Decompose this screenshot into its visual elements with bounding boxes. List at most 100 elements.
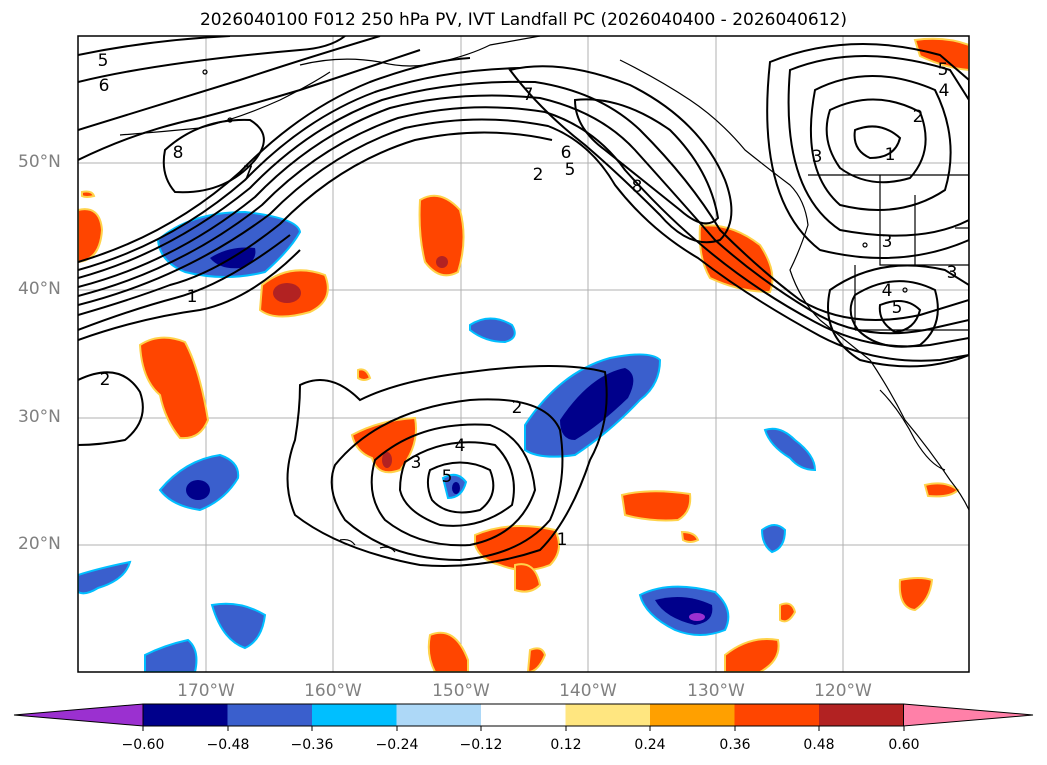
contour-label: 7	[523, 85, 534, 105]
chart-title: 2026040100 F012 250 hPa PV, IVT Landfall…	[199, 10, 847, 30]
pos-patch-18	[357, 368, 372, 381]
colorbar-tick-label: 0.36	[719, 737, 751, 753]
sw-low-4	[849, 280, 939, 348]
neg-patch-5	[469, 317, 516, 344]
extreme-negative-cores	[689, 613, 705, 621]
lat-label-40n: 40°N	[18, 279, 61, 299]
lat-label-30n: 30°N	[18, 407, 61, 427]
contour-label: 1	[187, 287, 198, 307]
pacific-high-8	[573, 98, 720, 225]
lon-label-130w: 130°W	[687, 681, 745, 701]
upper-left-7b	[78, 49, 421, 161]
strong-positive-cores	[273, 256, 448, 468]
positive-anomaly-patches	[78, 37, 969, 672]
cyclone-3	[370, 423, 537, 547]
neg-patch-9	[78, 560, 132, 595]
contour-labels: 5 6 8 7 1 2 7 6 5 2 8 5 4 2 1 3 3 4 5 3 …	[98, 51, 958, 550]
pos-core-1	[273, 283, 301, 303]
colorbar-segment	[227, 704, 313, 726]
colorbar-tick-label: 0.12	[550, 737, 582, 753]
coastlines	[119, 36, 969, 511]
contour-label: 4	[939, 81, 950, 101]
pos-patch-12	[913, 37, 969, 72]
pos-patch-7	[514, 563, 542, 593]
pos-core-2	[436, 256, 448, 268]
upper-left-7	[78, 36, 381, 131]
pos-patch-15	[779, 602, 797, 623]
cyclone-4	[398, 441, 515, 527]
pos-patch-13	[427, 631, 469, 672]
sw-low-3	[827, 264, 969, 368]
colorbar-outline	[142, 703, 904, 727]
colorbar-segment	[396, 704, 482, 726]
sw-low-5	[878, 300, 922, 334]
contour-label: 5	[442, 467, 453, 487]
contour-label: 5	[565, 160, 576, 180]
gulf-of-alaska	[619, 59, 969, 511]
upper-left-5	[78, 36, 231, 56]
cyclone-5	[426, 461, 495, 514]
colorbar-tick-label: −0.36	[290, 737, 334, 753]
colorbar-segment	[650, 704, 735, 726]
colorbar-tick-label: 0.60	[888, 737, 920, 753]
contour-label: 2	[100, 370, 111, 390]
colorbar-segments	[13, 703, 1034, 727]
neg-core-3	[186, 480, 210, 500]
baja-coast	[879, 389, 946, 471]
aleutians	[119, 71, 331, 136]
lat-label-50n: 50°N	[18, 152, 61, 172]
colorbar-segment	[565, 704, 651, 726]
neg-core-5	[452, 482, 460, 494]
colorbar-ticks	[142, 726, 905, 731]
neg-patch-7	[760, 524, 787, 554]
colorbar-tick-label: −0.48	[206, 737, 250, 753]
contours-jet	[78, 57, 969, 362]
contours-closed	[78, 36, 969, 567]
colorbar-tick-label: 0.48	[803, 737, 835, 753]
contour-label: 6	[561, 143, 572, 163]
pos-patch-17	[680, 530, 700, 543]
cyclone-1	[286, 365, 608, 567]
contour-label: 3	[812, 147, 823, 167]
upper-left-6	[78, 36, 346, 83]
map-panel: 5 6 8 7 1 2 7 6 5 2 8 5 4 2 1 3 3 4 5 3 …	[77, 35, 970, 673]
ne-low-3	[809, 75, 952, 211]
south-2	[78, 371, 144, 446]
contour-label: 1	[557, 530, 568, 550]
gridlines	[78, 36, 969, 672]
map-frame	[77, 35, 970, 673]
lon-label-160w: 160°W	[304, 681, 362, 701]
contour-label: 2	[913, 107, 924, 127]
contour-label: 2	[512, 398, 523, 418]
pos-patch-19	[81, 190, 96, 198]
islands	[202, 69, 908, 553]
colorbar-tick-label: 0.24	[634, 737, 666, 753]
neg-patch-8	[210, 602, 267, 650]
lon-label-120w: 120°W	[814, 681, 872, 701]
contour-label: 7	[243, 163, 254, 183]
lon-label-140w: 140°W	[559, 681, 617, 701]
pos-core-3	[382, 452, 392, 468]
colorbar-segment	[481, 704, 566, 726]
pos-patch-2	[138, 336, 210, 440]
alaska-coast	[299, 36, 541, 67]
contour-label: 5	[892, 298, 903, 318]
contour-label: 8	[173, 143, 184, 163]
colorbar-segment	[819, 704, 904, 726]
contour-label: 4	[455, 436, 466, 456]
contour-label: 5	[98, 51, 109, 71]
sw-high-8	[162, 118, 265, 194]
neg-core-2	[560, 368, 634, 440]
pos-patch-14	[724, 638, 780, 672]
ne-low-1	[853, 125, 902, 160]
colorbar-segment	[734, 704, 820, 726]
ne-low-4	[787, 55, 969, 237]
colorbar-tick-label: −0.24	[375, 737, 419, 753]
contour-label: 1	[885, 145, 896, 165]
neg-patch-6	[763, 427, 817, 472]
contour-label: 3	[882, 232, 893, 252]
state-lines-1	[879, 175, 969, 266]
contour-label: 4	[882, 281, 893, 301]
contour-label: 8	[632, 177, 643, 197]
pos-patch-10	[898, 577, 934, 612]
